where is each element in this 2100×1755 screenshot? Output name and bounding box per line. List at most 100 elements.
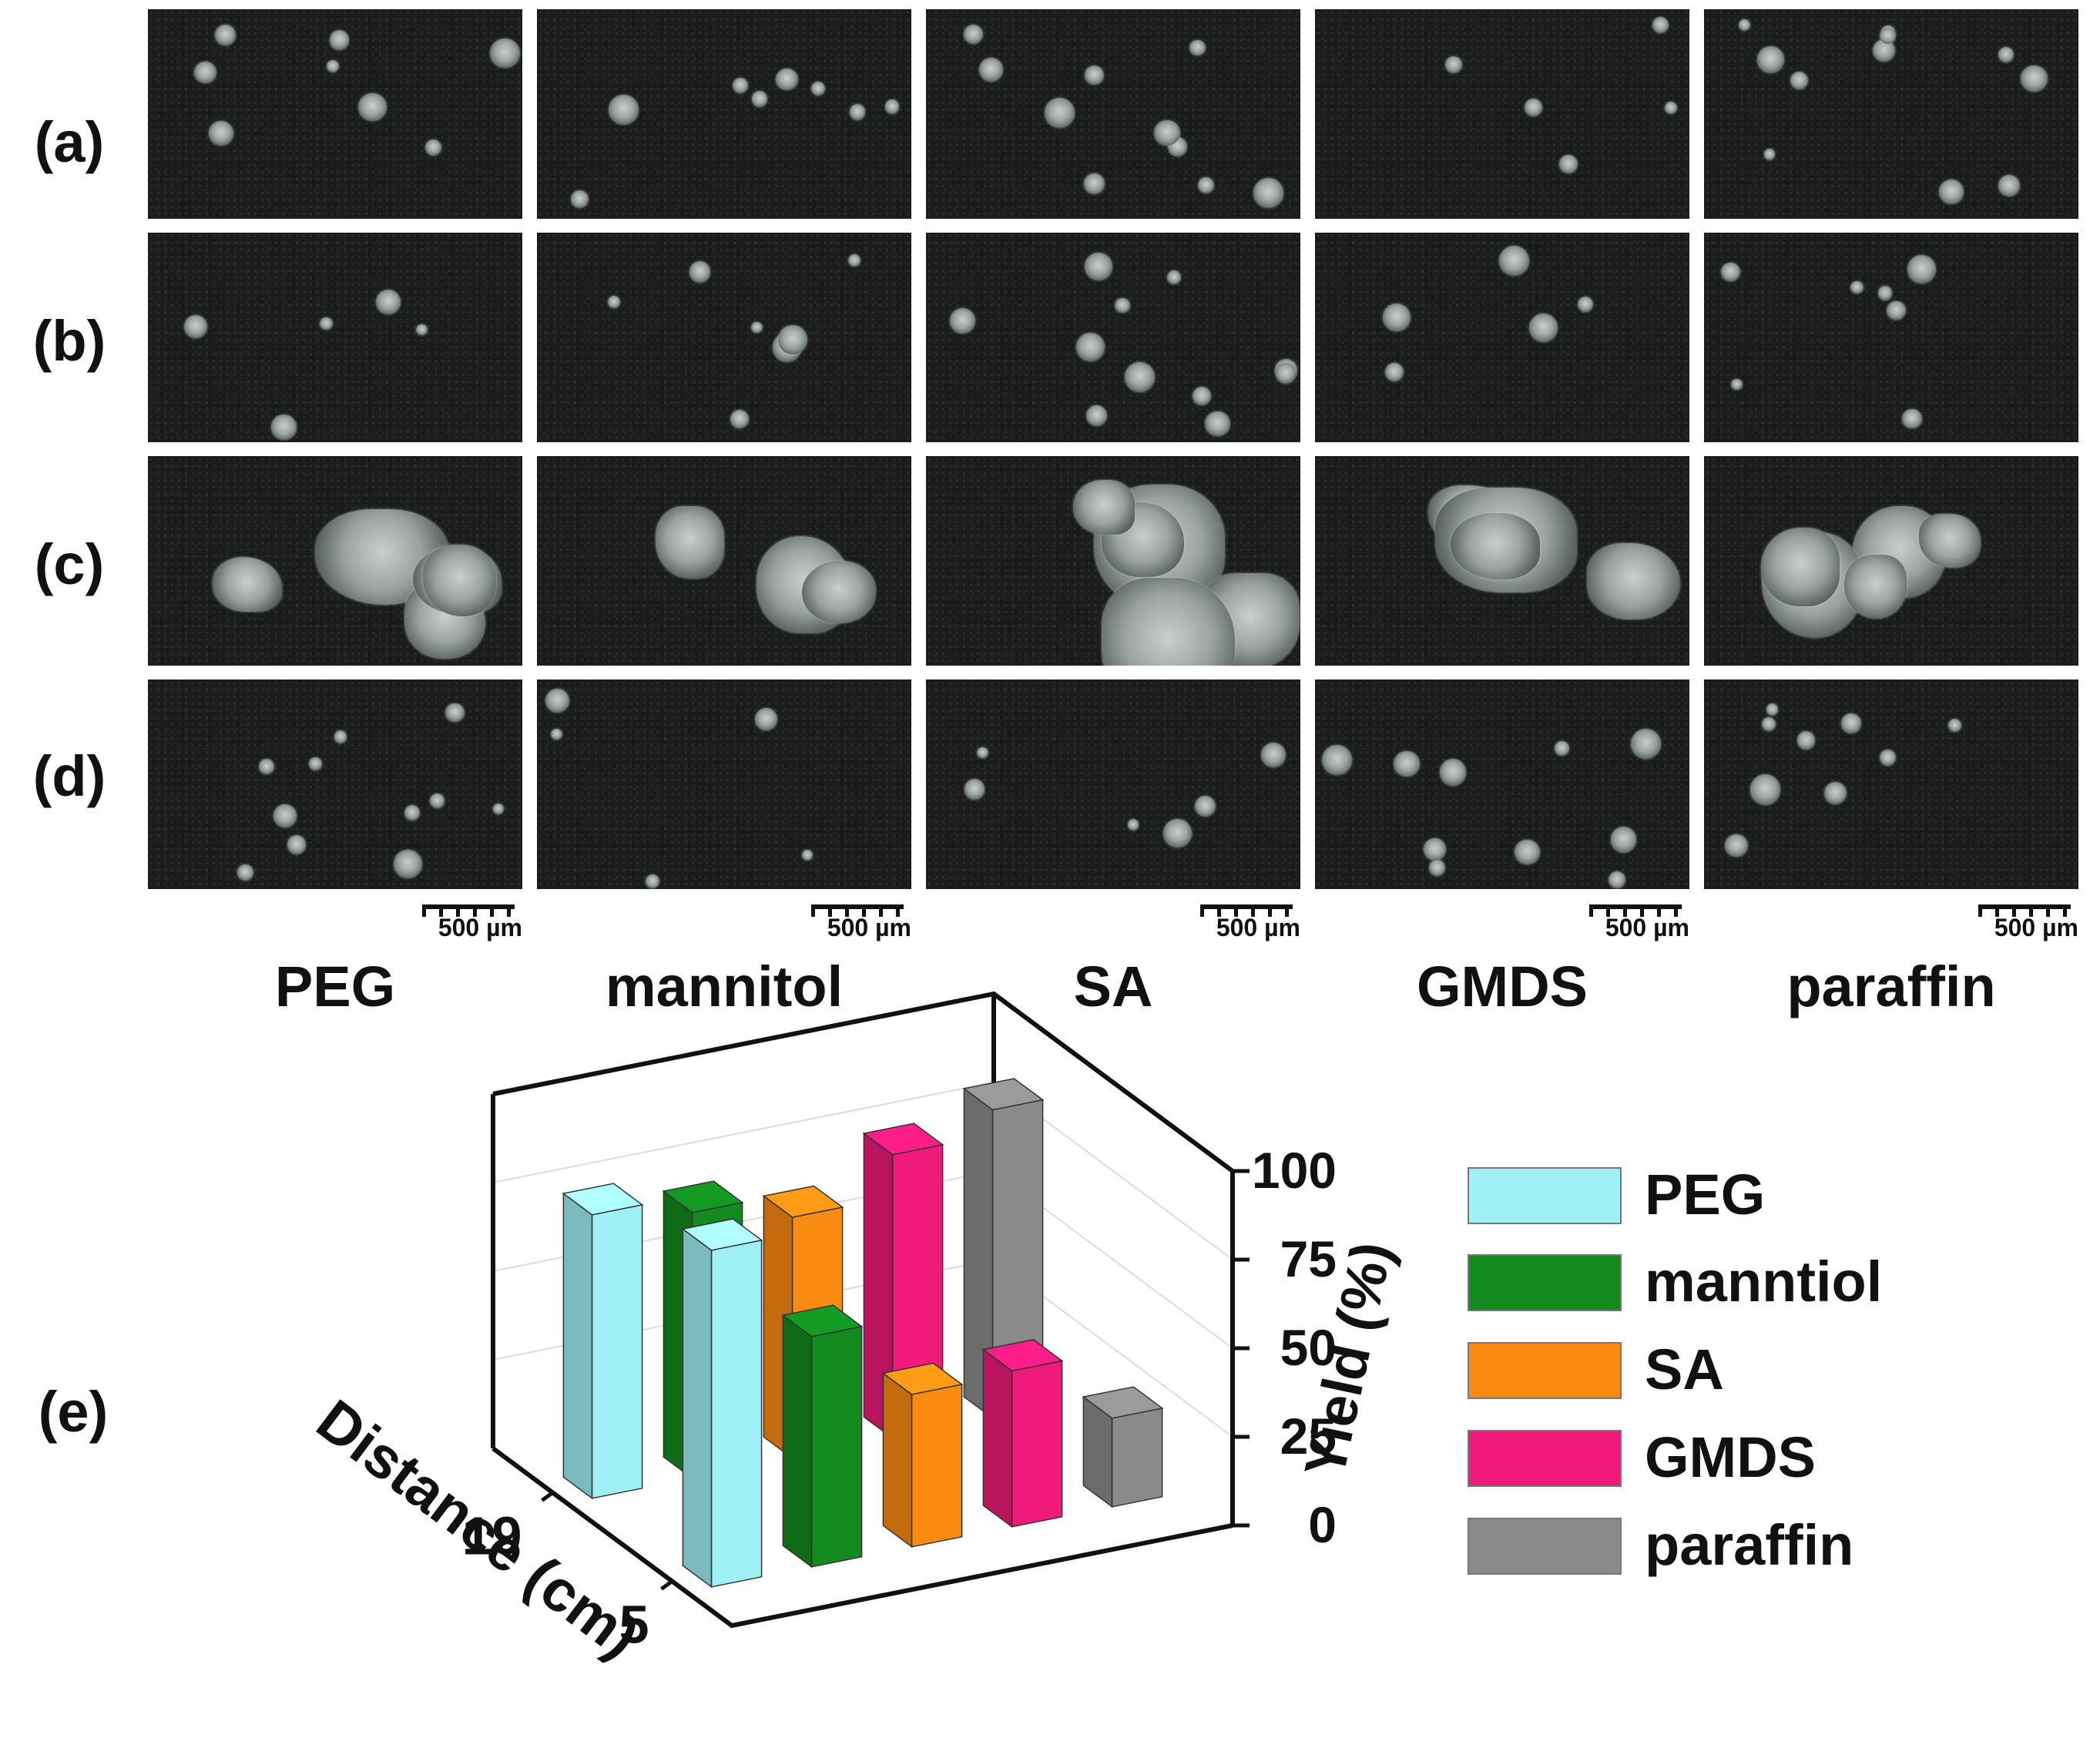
particle [1528,313,1558,343]
z-tick-label: 25 [1280,1408,1337,1465]
particle [645,874,660,889]
particle [551,728,562,740]
micrograph-a-peg [148,9,522,219]
particle [1887,300,1906,320]
particle [802,560,876,623]
column-label-sa: SA [1073,955,1153,1018]
particle [977,747,988,759]
z-tick-label: 75 [1280,1230,1337,1287]
scale-bar-line [1200,904,1293,917]
micrograph-b-peg [148,233,522,442]
particle [1823,782,1847,805]
particle [607,296,620,309]
micrograph-c-mannitol [537,456,911,666]
bar-top-SA-5 [881,1362,964,1395]
legend-swatch-manntiol [1468,1254,1622,1311]
micrograph-d-paraffin [1704,680,2078,889]
particle [1850,280,1863,294]
particle [754,708,777,730]
particle [1253,177,1284,208]
particle [849,104,866,120]
particle [258,758,274,774]
bar-PEG-19 [591,1203,643,1499]
particle [1524,99,1542,117]
scale-bar-line [422,904,515,917]
legend-label-manntiol: manntiol [1645,1250,1883,1314]
bar-side-manntiol-5 [782,1314,813,1569]
particle [733,77,749,93]
z-tick-label: 0 [1308,1496,1337,1553]
row-label-d: (d) [32,744,106,808]
scale-bar-gmds: 500 µm [1574,898,1689,945]
particle [1761,528,1840,606]
particle [1045,98,1075,129]
legend-swatch-peg [1468,1167,1622,1224]
scale-bar-peg: 500 µm [407,898,522,945]
micrograph-b-sa [926,233,1300,442]
particle [964,779,985,800]
particle [1189,40,1206,56]
particle [1195,795,1216,817]
bar-side-SA-5 [882,1371,913,1549]
particle [1879,27,1896,44]
particle [1907,254,1937,284]
particle [1652,16,1669,33]
particle [655,505,725,579]
chart-frame-top [492,991,1234,1173]
micrograph-a-mannitol [537,9,911,219]
bar-side-PEG-19 [562,1192,593,1500]
particle [1558,154,1578,173]
particle [193,61,216,84]
particle [329,30,350,50]
micrograph-c-peg [148,456,522,666]
legend-label-paraffin: paraffin [1645,1513,1854,1577]
row-label-b: (b) [32,309,106,373]
particle [1731,378,1743,391]
particle [1085,253,1112,281]
particle [1127,818,1139,831]
scale-bar-paraffin: 500 µm [1963,898,2078,945]
particle [848,254,861,267]
particle [1192,386,1211,405]
scale-bar-label: 500 µm [827,914,911,941]
particle [1261,743,1287,768]
particle [730,409,749,428]
particle [358,92,387,122]
particle [273,804,297,827]
z-tick-label: 50 [1280,1319,1337,1376]
particle [778,325,807,354]
particle [1321,745,1352,776]
particle [393,849,423,879]
particle [1166,270,1181,285]
particle [1197,177,1214,194]
particle [950,308,976,334]
column-label-mannitol: mannitol [605,955,844,1018]
bar-top-paraffin-5 [1082,1386,1164,1419]
particle [751,321,763,334]
scale-bar-line [1589,904,1682,917]
particle [404,805,421,821]
particle [1577,296,1594,312]
particle [271,414,297,441]
micrograph-c-gmds [1315,456,1689,666]
particle [416,324,428,335]
particle [424,139,441,156]
particle [215,25,236,45]
particle [979,57,1004,82]
bar-top-GMDS-5 [981,1338,1064,1372]
particle [1919,513,1981,569]
micrograph-a-sa [926,9,1300,219]
particle [1115,298,1130,314]
micrograph-a-gmds [1315,9,1689,219]
bar-manntiol-5 [810,1325,863,1568]
particle [209,121,233,146]
particle [287,834,307,854]
distance-tick-label: 19 [462,1506,522,1566]
particle [1721,263,1740,282]
particle [1124,361,1155,393]
particle [1085,405,1107,427]
legend-label-gmds: GMDS [1645,1425,1816,1489]
distance-tick [541,1491,554,1502]
